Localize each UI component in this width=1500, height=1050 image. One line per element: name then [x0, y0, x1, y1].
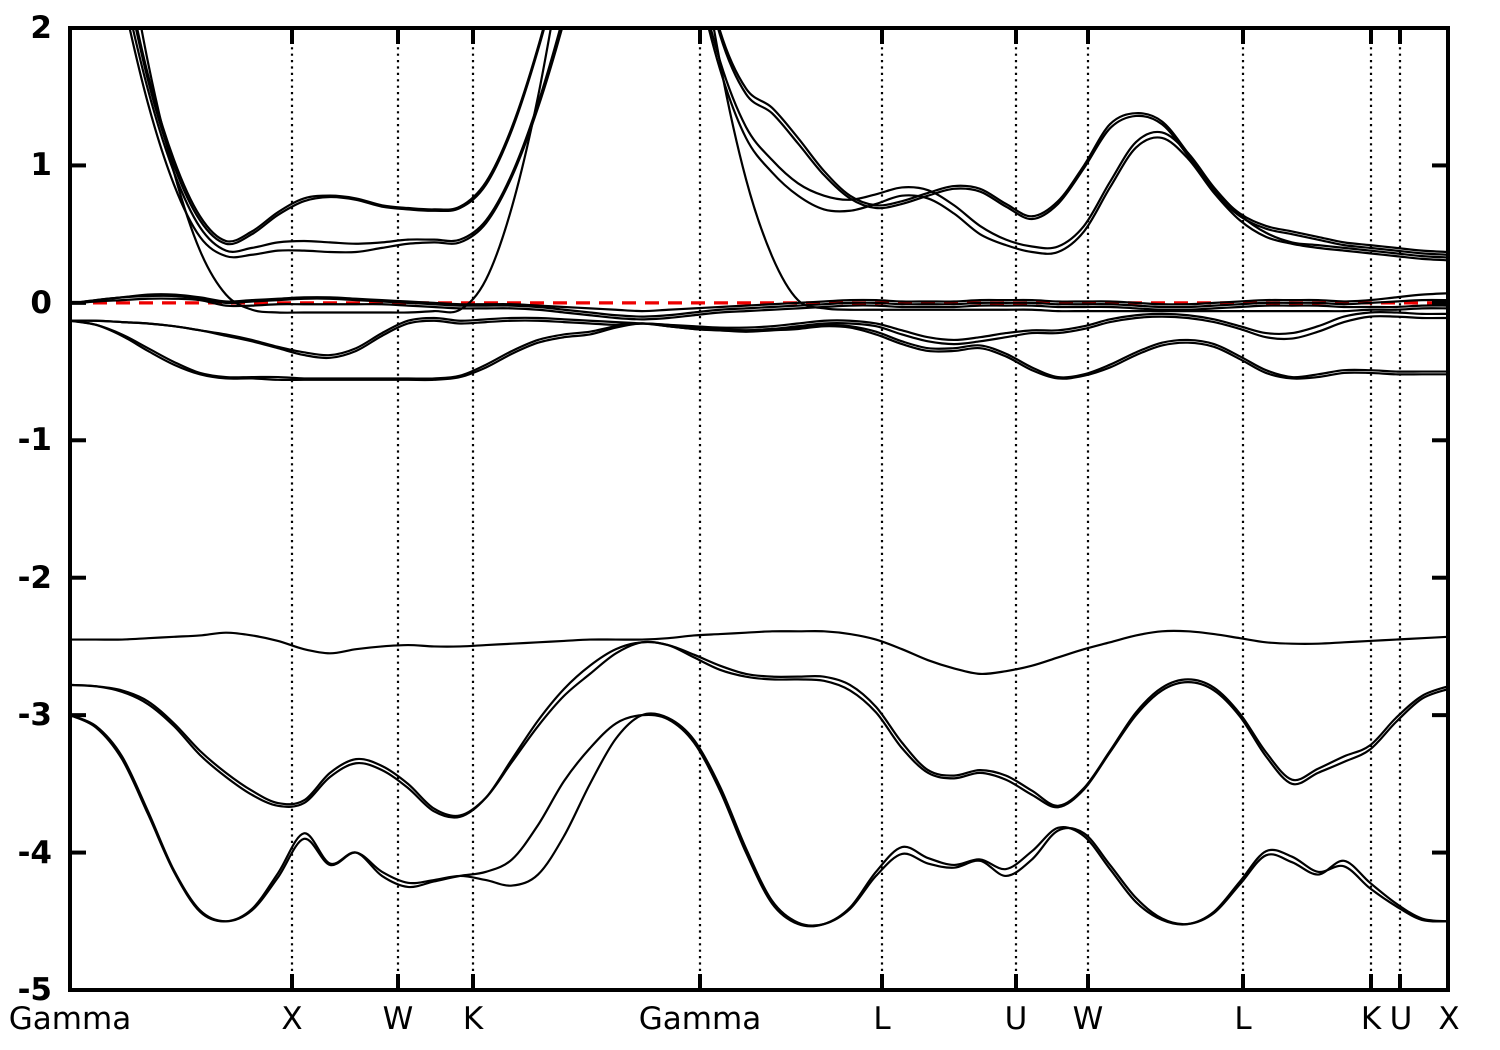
band-curves — [70, 28, 1448, 928]
xtick-label-gamma-2: Gamma — [638, 1001, 762, 1037]
band-4 — [70, 640, 1448, 819]
xtick-label-u-1: U — [1004, 1001, 1028, 1037]
xtick-label-k-2: K — [1360, 1001, 1382, 1037]
ytick-label: -1 — [17, 422, 52, 458]
xtick-label-l-2: L — [1234, 1001, 1252, 1037]
band-12 — [70, 292, 1448, 313]
ytick-label: 2 — [30, 10, 52, 46]
ytick-label: -4 — [17, 835, 52, 871]
band-8 — [70, 311, 1448, 357]
plot-border — [68, 26, 1450, 992]
band-7 — [70, 319, 1448, 382]
band-15 — [134, 28, 1448, 256]
band-2 — [70, 713, 1448, 928]
band-11 — [70, 294, 1448, 318]
ytick-label: 1 — [30, 147, 52, 183]
ytick-label: -2 — [17, 560, 52, 596]
xtick-label-w-2: W — [1072, 1001, 1104, 1037]
xtick-label-gamma-1: Gamma — [8, 1001, 132, 1037]
ytick-label: 0 — [30, 285, 52, 321]
band-curve-group — [70, 28, 1448, 928]
ytick-label: -3 — [17, 697, 52, 733]
xtick-label-x-2: X — [1438, 1001, 1460, 1037]
gridlines — [290, 28, 1402, 990]
band-9 — [70, 315, 1448, 360]
band-17 — [140, 28, 1448, 314]
band-5 — [70, 629, 1448, 676]
band-16 — [135, 28, 1448, 254]
xtick-label-x-1: X — [281, 1001, 303, 1037]
band-10 — [70, 297, 1448, 321]
xtick-label-l-1: L — [873, 1001, 891, 1037]
axis-ticks — [70, 28, 1448, 990]
xtick-label-k-1: K — [462, 1001, 484, 1037]
xtick-label-w-1: W — [382, 1001, 414, 1037]
plot-frame — [68, 26, 1450, 992]
band-3 — [70, 640, 1448, 818]
ytick-label: -5 — [17, 972, 52, 1008]
xtick-label-u-2: U — [1389, 1001, 1413, 1037]
